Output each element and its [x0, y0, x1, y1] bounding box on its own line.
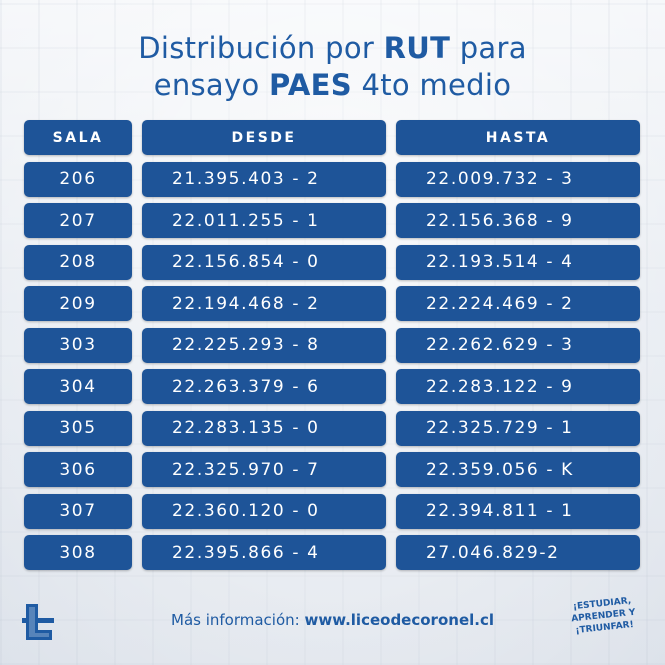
cell-desde: 22.011.255 - 1 [142, 203, 386, 238]
table-row: 303 22.225.293 - 8 22.262.629 - 3 [24, 327, 640, 363]
title-text: 4to medio [351, 68, 512, 102]
table-row: 304 22.263.379 - 6 22.283.122 - 9 [24, 369, 640, 404]
footer-website-link[interactable]: www.liceodecoronel.cl [304, 611, 494, 629]
cell-sala: 303 [24, 327, 132, 363]
table-row: 206 21.395.403 - 2 22.009.732 - 3 [24, 161, 640, 197]
cell-sala: 304 [24, 369, 132, 404]
cell-desde: 22.263.379 - 6 [142, 369, 386, 404]
cell-sala: 209 [24, 286, 132, 321]
title-text: ensayo [153, 68, 270, 102]
cell-desde: 22.283.135 - 0 [142, 410, 386, 446]
title-bold-paes: PAES [269, 68, 352, 102]
title-text: Distribución por [138, 31, 384, 65]
table-header-row: SALA DESDE HASTA [24, 120, 640, 155]
title-text: para [450, 31, 527, 65]
table-row: 307 22.360.120 - 0 22.394.811 - 1 [24, 493, 640, 529]
motto-badge: ¡ESTUDIAR, APRENDER Y ¡TRIUNFAR! [563, 594, 646, 650]
cell-sala: 305 [24, 410, 132, 446]
cell-sala: 307 [24, 493, 132, 529]
cell-hasta: 22.009.732 - 3 [396, 161, 640, 197]
cell-sala: 306 [24, 452, 132, 487]
header-sala: SALA [24, 120, 132, 155]
header-desde: DESDE [142, 120, 386, 155]
cell-desde: 22.395.866 - 4 [142, 535, 386, 570]
cell-desde: 22.225.293 - 8 [142, 327, 386, 363]
cell-desde: 22.194.468 - 2 [142, 286, 386, 321]
cell-hasta: 22.325.729 - 1 [396, 410, 640, 446]
table-row: 306 22.325.970 - 7 22.359.056 - K [24, 452, 640, 487]
cell-hasta: 22.283.122 - 9 [396, 369, 640, 404]
cell-sala: 207 [24, 203, 132, 238]
cell-hasta: 22.262.629 - 3 [396, 327, 640, 363]
cell-sala: 308 [24, 535, 132, 570]
cell-desde: 22.325.970 - 7 [142, 452, 386, 487]
table-row: 308 22.395.866 - 4 27.046.829-2 [24, 535, 640, 570]
cell-hasta: 22.394.811 - 1 [396, 493, 640, 529]
cell-desde: 22.156.854 - 0 [142, 244, 386, 280]
school-logo-icon [18, 600, 58, 644]
table-body: 206 21.395.403 - 2 22.009.732 - 3 207 22.011… [24, 161, 640, 570]
footer-label: Más información: [171, 611, 305, 629]
cell-sala: 208 [24, 244, 132, 280]
cell-sala: 206 [24, 161, 132, 197]
cell-hasta: 22.224.469 - 2 [396, 286, 640, 321]
rut-distribution-table: SALA DESDE HASTA 206 21.395.403 - 2 22.009… [24, 120, 640, 577]
title-line-2: ensayo PAES 4to medio [0, 67, 665, 104]
header-hasta: HASTA [396, 120, 640, 155]
table-row: 209 22.194.468 - 2 22.224.469 - 2 [24, 286, 640, 321]
cell-hasta: 27.046.829-2 [396, 535, 640, 570]
cell-desde: 21.395.403 - 2 [142, 161, 386, 197]
table-row: 305 22.283.135 - 0 22.325.729 - 1 [24, 410, 640, 446]
cell-hasta: 22.193.514 - 4 [396, 244, 640, 280]
table-row: 207 22.011.255 - 1 22.156.368 - 9 [24, 203, 640, 238]
footer-info: Más información: www.liceodecoronel.cl [0, 611, 665, 629]
table-row: 208 22.156.854 - 0 22.193.514 - 4 [24, 244, 640, 280]
title-line-1: Distribución por RUT para [0, 30, 665, 67]
cell-hasta: 22.156.368 - 9 [396, 203, 640, 238]
page-title: Distribución por RUT para ensayo PAES 4t… [0, 30, 665, 104]
cell-hasta: 22.359.056 - K [396, 452, 640, 487]
cell-desde: 22.360.120 - 0 [142, 493, 386, 529]
title-bold-rut: RUT [383, 31, 451, 65]
